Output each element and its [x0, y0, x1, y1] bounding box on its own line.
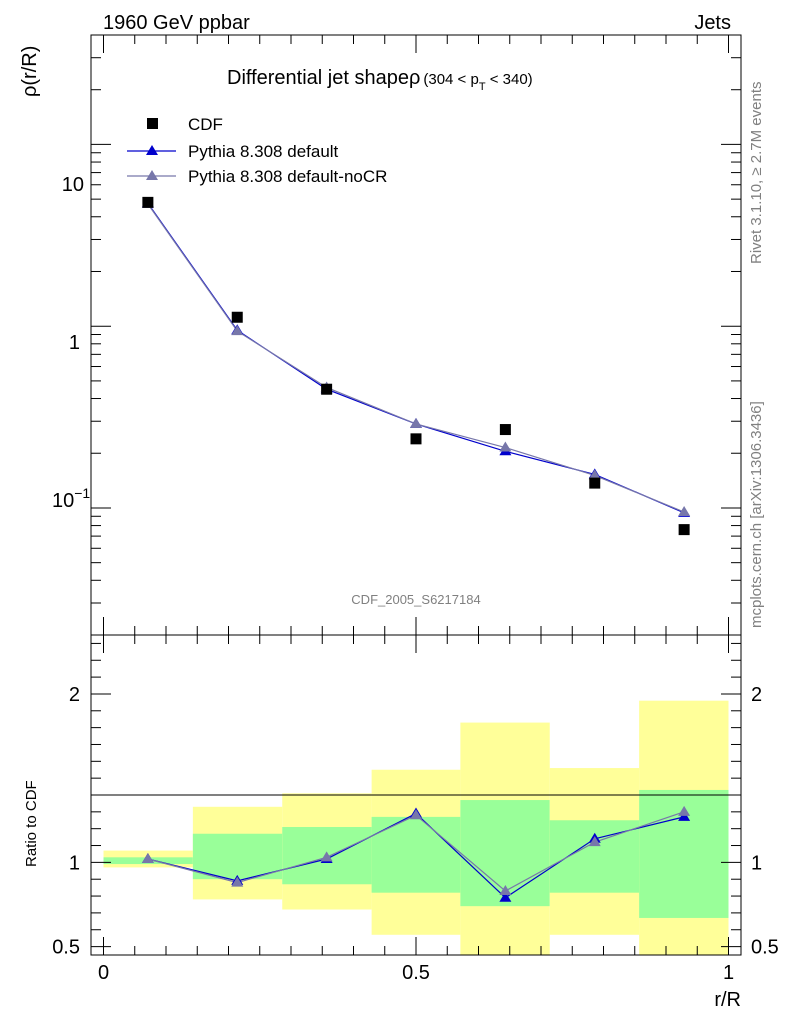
ratio-bands [103, 700, 729, 955]
main-title: Differential jet shapeρ (304 < pT < 340) [227, 67, 533, 93]
legend-marker-cdf [147, 118, 158, 129]
main-marker-cdf [142, 196, 154, 208]
main-line-nocr [147, 203, 685, 513]
ratio-ytick-label-right: 1 [751, 852, 762, 874]
main-data-layer [141, 196, 691, 536]
legend-label-default: Pythia 8.308 default [188, 142, 339, 161]
main-marker-nocr [410, 417, 422, 428]
ratio-band-inner [371, 816, 461, 893]
header-right-title: Jets [694, 12, 731, 34]
legend-label-nocr: Pythia 8.308 default-noCR [188, 167, 387, 186]
main-title-range-prefix: (304 < p [423, 71, 478, 88]
main-title-text: Differential jet shape [227, 67, 409, 89]
main-panel: ρ(r/R) 10 1 10−1 Differential jet shapeρ… [19, 34, 742, 636]
main-title-range-sub: T [479, 81, 486, 93]
ytick-label-0.1: 10−1 [52, 485, 90, 512]
ratio-marker-default [499, 891, 512, 902]
main-title-range-suffix: < 340) [486, 71, 533, 88]
mcplots-label: mcplots.cern.ch [arXiv:1306.3436] [748, 401, 765, 628]
ratio-band-inner [192, 833, 283, 880]
ratio-ytick-label-right: 2 [751, 684, 762, 706]
ratio-tick-labels: 0 0.5 1 0.5 0.5 1 1 2 2 [52, 684, 779, 984]
legend: CDF Pythia 8.308 default Pythia 8.308 de… [127, 115, 387, 186]
ytick-label-0.1-exp: −1 [74, 485, 90, 501]
main-marker-nocr [499, 441, 512, 452]
main-marker-cdf [231, 311, 243, 323]
ratio-marker-nocr [320, 851, 333, 862]
analysis-watermark: CDF_2005_S6217184 [351, 592, 480, 607]
header-left-title: 1960 GeV ppbar [103, 12, 250, 34]
ytick-label-1: 1 [69, 332, 80, 354]
main-title-range: (304 < pT < 340) [423, 71, 532, 93]
main-marker-cdf [410, 433, 422, 445]
ratio-marker-nocr [588, 836, 601, 847]
ratio-xlabel: r/R [714, 989, 741, 1011]
main-marker-cdf [678, 524, 690, 536]
ratio-xtick-label: 1 [723, 962, 734, 984]
main-line-default [147, 202, 685, 514]
ratio-marker-nocr [499, 885, 512, 895]
ytick-label-0.1-base: 10 [52, 490, 74, 512]
ratio-marker-nocr [231, 876, 244, 887]
main-title-rho: ρ [409, 67, 420, 89]
main-marker-cdf [499, 424, 511, 436]
ratio-ylabel: Ratio to CDF [23, 780, 40, 867]
ratio-data-layer [141, 805, 691, 902]
legend-marker-default [146, 145, 158, 155]
ratio-xtick-label: 0.5 [402, 962, 430, 984]
ratio-marker-nocr [678, 805, 691, 816]
ratio-axis-ticks [91, 635, 741, 955]
ratio-panel: 0 0.5 1 0.5 0.5 1 1 2 2 Ratio to CDF r/R [23, 634, 779, 1011]
ratio-ytick-label-left: 0.5 [52, 937, 80, 959]
ratio-ytick-label-left: 2 [69, 684, 80, 706]
ratio-marker-default [678, 810, 691, 821]
main-marker-cdf [321, 383, 333, 395]
legend-label-cdf: CDF [188, 115, 223, 134]
ratio-marker-nocr [141, 853, 154, 863]
ratio-ytick-label-left: 1 [69, 852, 80, 874]
ratio-ytick-label-right: 0.5 [751, 937, 779, 959]
main-marker-nocr [678, 506, 691, 517]
main-ylabel: ρ(r/R) [19, 46, 41, 97]
main-marker-cdf [589, 477, 601, 489]
legend-marker-nocr [146, 170, 158, 180]
main-marker-nocr [231, 325, 244, 336]
main-axis-ticks [91, 34, 741, 636]
main-marker-nocr [588, 469, 601, 480]
rivet-label: Rivet 3.1.10, ≥ 2.7M events [748, 82, 765, 265]
ratio-marker-nocr [410, 809, 422, 820]
ratio-xtick-label: 0 [98, 962, 109, 984]
ytick-label-10: 10 [62, 174, 84, 196]
